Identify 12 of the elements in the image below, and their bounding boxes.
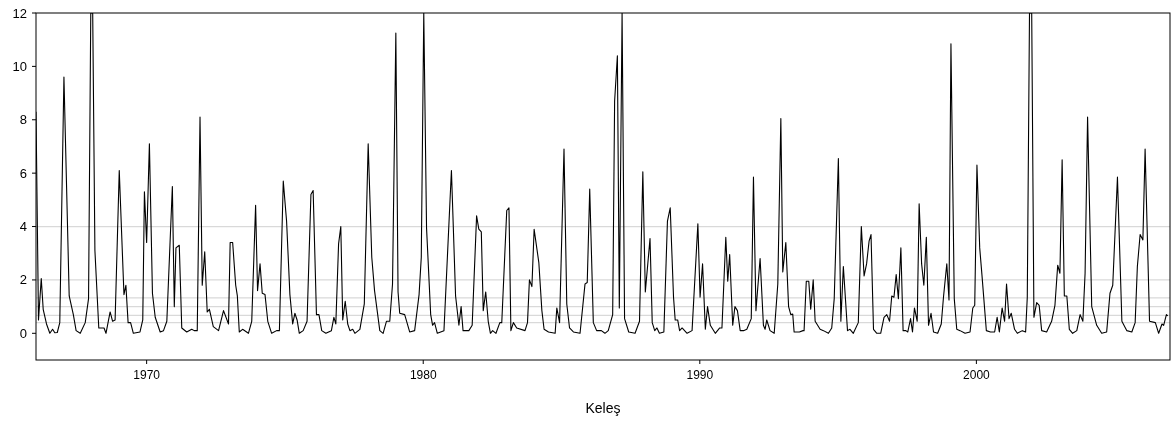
x-axis-title: Keleş [585,400,621,416]
y-tick-label: 4 [19,219,27,235]
x-tick-label: 1990 [686,368,714,382]
y-tick-label: 2 [19,272,27,288]
x-tick-label: 2000 [963,368,991,382]
y-tick-label: 6 [19,165,27,181]
x-tick-label: 1970 [133,368,161,382]
y-tick-label: 8 [19,112,27,128]
x-tick-label: 1980 [409,368,437,382]
y-tick-label: 12 [12,5,27,21]
y-tick-label: 0 [19,325,27,341]
y-tick-label: 10 [12,58,27,74]
